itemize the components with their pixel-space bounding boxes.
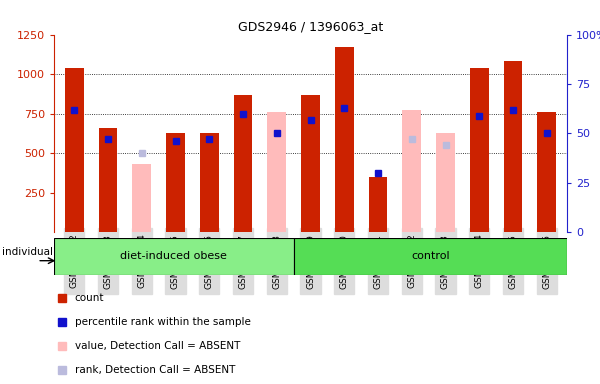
Bar <box>200 132 218 232</box>
Bar <box>369 177 387 232</box>
Bar <box>504 61 522 232</box>
Bar <box>133 164 151 232</box>
Bar <box>470 68 488 232</box>
Bar <box>301 95 320 232</box>
Text: value, Detection Call = ABSENT: value, Detection Call = ABSENT <box>74 341 240 351</box>
Text: count: count <box>74 293 104 303</box>
Bar <box>403 111 421 232</box>
Bar <box>99 128 117 232</box>
Bar <box>436 132 455 232</box>
Text: diet-induced obese: diet-induced obese <box>121 251 227 262</box>
Bar <box>65 68 83 232</box>
Text: rank, Detection Call = ABSENT: rank, Detection Call = ABSENT <box>74 365 235 375</box>
Text: control: control <box>411 251 449 262</box>
Text: individual: individual <box>2 247 53 257</box>
Text: percentile rank within the sample: percentile rank within the sample <box>74 317 250 327</box>
Bar <box>54 238 293 275</box>
Bar <box>234 95 252 232</box>
Bar <box>166 132 185 232</box>
Bar <box>335 47 353 232</box>
Bar <box>538 112 556 232</box>
Title: GDS2946 / 1396063_at: GDS2946 / 1396063_at <box>238 20 383 33</box>
Bar <box>293 238 567 275</box>
Bar <box>268 112 286 232</box>
